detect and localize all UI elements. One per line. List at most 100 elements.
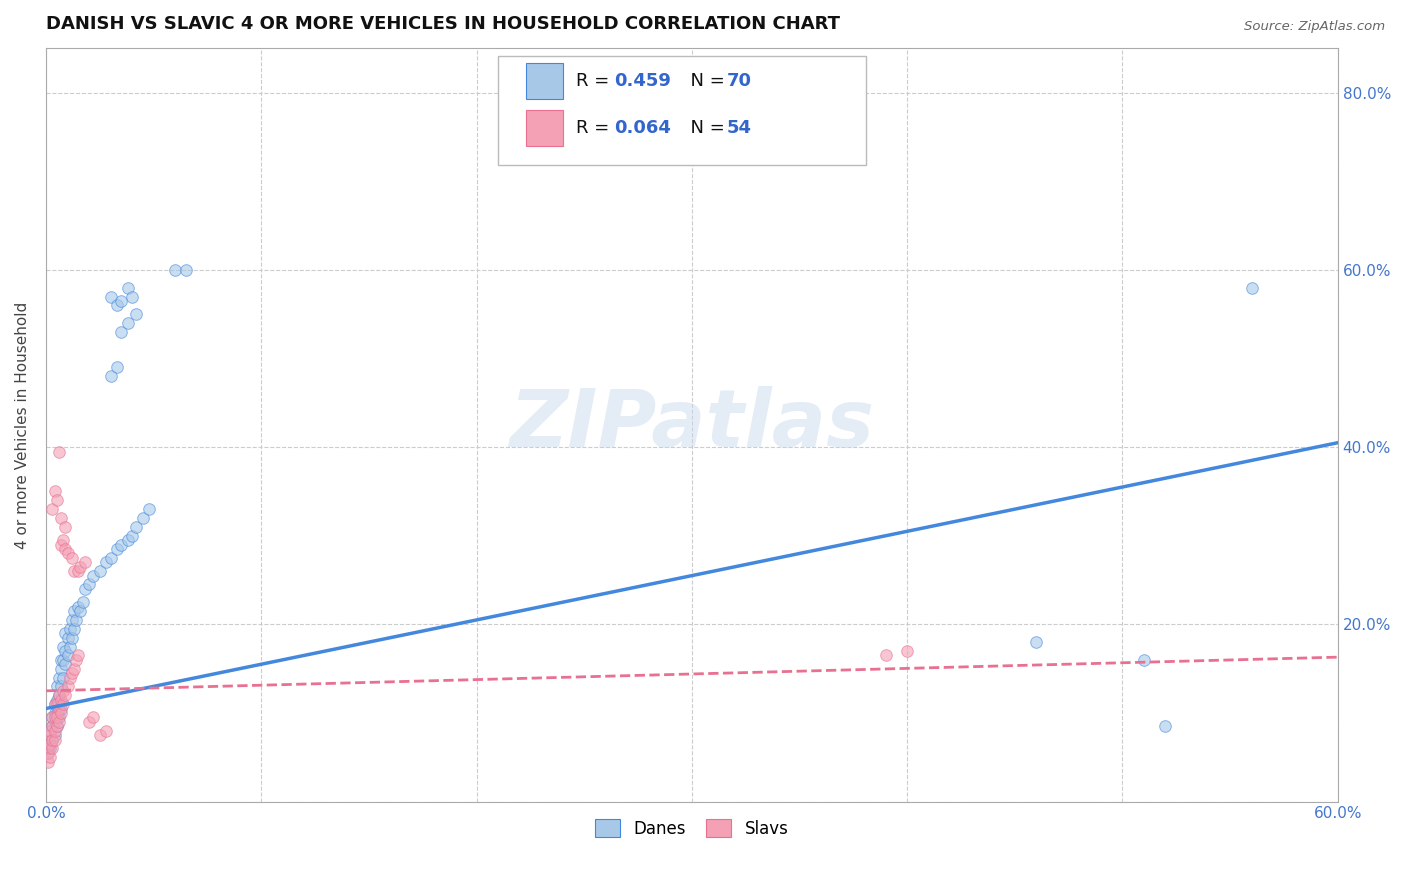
Point — [48, 714, 70, 729]
Point — [96, 723, 118, 738]
Point — [37, 741, 59, 756]
Point — [60, 550, 83, 565]
Point — [174, 263, 197, 277]
Point — [44, 714, 66, 729]
Point — [77, 577, 100, 591]
Point — [53, 626, 76, 640]
Point — [65, 653, 87, 667]
Point — [105, 360, 128, 375]
Text: 70: 70 — [727, 72, 752, 90]
Point — [69, 604, 91, 618]
Point — [73, 555, 96, 569]
Point — [77, 714, 100, 729]
Point — [39, 737, 62, 751]
Point — [56, 546, 79, 560]
Point — [52, 653, 75, 667]
Point — [53, 657, 76, 672]
Point — [1240, 281, 1263, 295]
Point — [45, 719, 67, 733]
Point — [44, 706, 66, 720]
Point — [37, 746, 59, 760]
Point — [67, 599, 90, 614]
Point — [63, 564, 86, 578]
Point — [125, 307, 148, 321]
Point — [105, 298, 128, 312]
Point — [44, 732, 66, 747]
Point — [110, 293, 132, 308]
Point — [53, 688, 76, 702]
Point — [45, 719, 67, 733]
Point — [100, 550, 122, 565]
Point — [44, 723, 66, 738]
Text: DANISH VS SLAVIC 4 OR MORE VEHICLES IN HOUSEHOLD CORRELATION CHART: DANISH VS SLAVIC 4 OR MORE VEHICLES IN H… — [46, 15, 839, 33]
Point — [896, 644, 918, 658]
Point — [44, 697, 66, 711]
Point — [59, 640, 82, 654]
Point — [41, 741, 63, 756]
Point — [37, 741, 59, 756]
Point — [1133, 653, 1156, 667]
Point — [52, 671, 75, 685]
Point — [67, 648, 90, 663]
Point — [65, 613, 87, 627]
Point — [59, 622, 82, 636]
Point — [1025, 635, 1047, 649]
Point — [41, 719, 63, 733]
Point — [48, 671, 70, 685]
Point — [49, 692, 72, 706]
Point — [56, 679, 79, 693]
Point — [45, 706, 67, 720]
Point — [45, 697, 67, 711]
Point — [63, 622, 86, 636]
Point — [117, 281, 139, 295]
Text: 0.064: 0.064 — [614, 120, 671, 137]
Point — [53, 542, 76, 557]
Point — [44, 728, 66, 742]
Point — [100, 289, 122, 303]
FancyBboxPatch shape — [526, 63, 562, 99]
Text: N =: N = — [679, 120, 730, 137]
Point — [39, 741, 62, 756]
Point — [49, 662, 72, 676]
Point — [67, 564, 90, 578]
Y-axis label: 4 or more Vehicles in Household: 4 or more Vehicles in Household — [15, 301, 30, 549]
Point — [89, 728, 111, 742]
Point — [72, 595, 94, 609]
Point — [48, 697, 70, 711]
Point — [125, 520, 148, 534]
Point — [52, 683, 75, 698]
Point — [82, 568, 104, 582]
Point — [44, 484, 66, 499]
Point — [60, 631, 83, 645]
Point — [48, 688, 70, 702]
Point — [52, 697, 75, 711]
Point — [63, 604, 86, 618]
Point — [48, 710, 70, 724]
FancyBboxPatch shape — [526, 111, 562, 146]
Point — [121, 289, 143, 303]
Point — [110, 325, 132, 339]
Point — [69, 559, 91, 574]
Point — [39, 728, 62, 742]
Text: 0.459: 0.459 — [614, 72, 671, 90]
Point — [60, 613, 83, 627]
Point — [45, 493, 67, 508]
Point — [45, 710, 67, 724]
Point — [37, 746, 59, 760]
Point — [41, 732, 63, 747]
Point — [60, 666, 83, 681]
Point — [132, 511, 155, 525]
Point — [49, 679, 72, 693]
Point — [48, 444, 70, 458]
Point — [165, 263, 187, 277]
Point — [41, 710, 63, 724]
Point — [1154, 719, 1177, 733]
Text: N =: N = — [679, 72, 730, 90]
Text: 54: 54 — [727, 120, 752, 137]
Legend: Danes, Slavs: Danes, Slavs — [586, 811, 797, 846]
Point — [56, 631, 79, 645]
Point — [45, 692, 67, 706]
Point — [89, 564, 111, 578]
Point — [39, 723, 62, 738]
Point — [63, 662, 86, 676]
